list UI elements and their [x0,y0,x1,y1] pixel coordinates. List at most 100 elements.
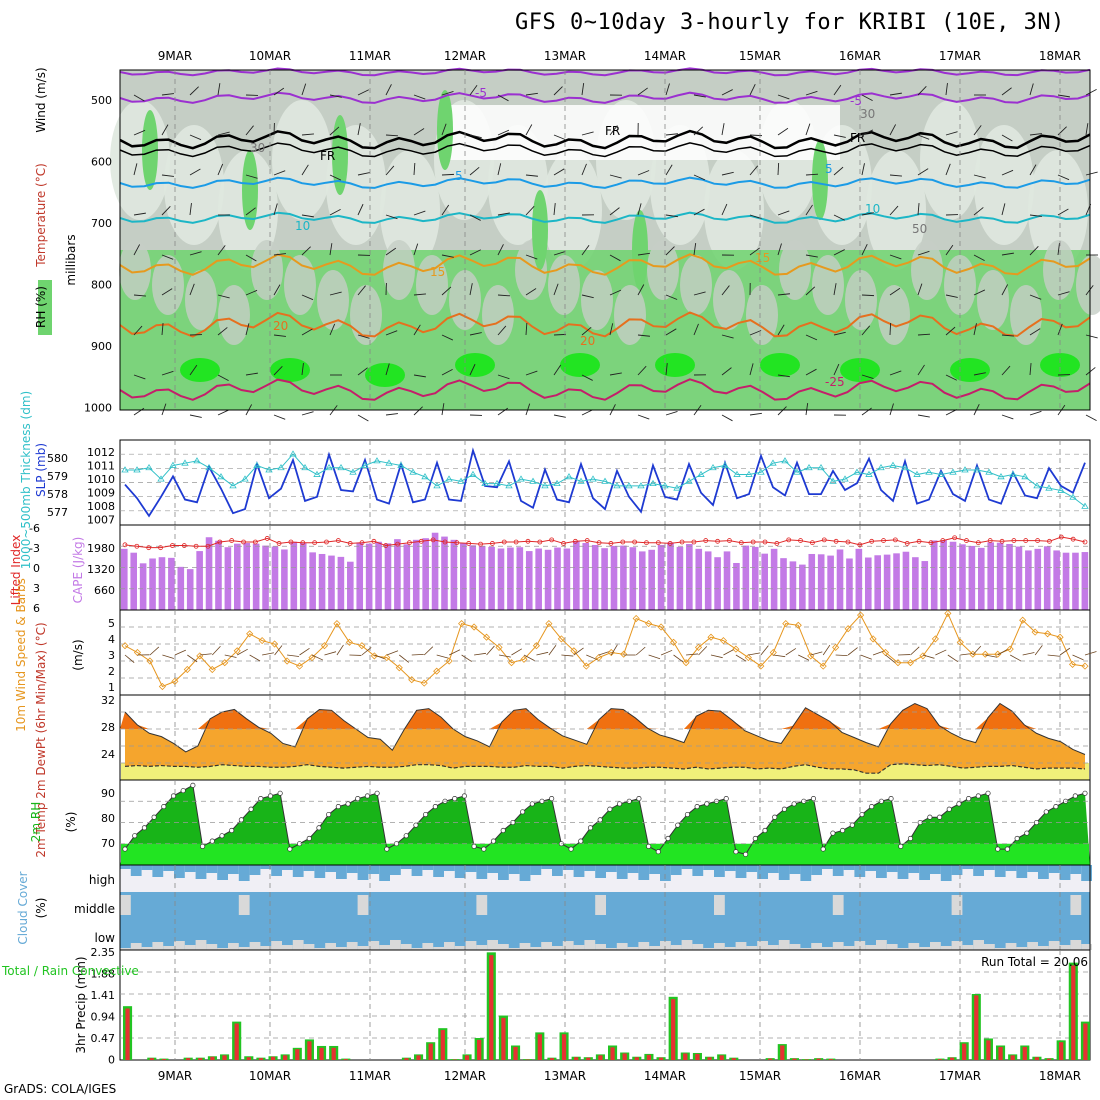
wind10-barb [374,654,386,660]
wind-barb [609,254,621,262]
wind-barb [189,134,202,141]
rh-dry-area [440,105,840,160]
wind-barb [833,283,837,296]
rh2m-point [723,796,729,802]
pressure-tick: 900 [91,340,112,353]
thickness-point [433,482,441,489]
lifted-index-tick: 3 [33,582,40,595]
cloud-high-bar [940,865,952,881]
rh2m-point [849,822,855,828]
cape-bar [610,545,618,610]
cloud-low-gap [584,940,596,950]
cape-bar [544,549,552,610]
wind-barb [889,124,897,136]
wind-label: Wind (m/s) [34,67,48,132]
date-label-top: 11MAR [349,49,391,63]
rh2m-point [520,809,526,815]
cape-bar [139,563,147,610]
wind10-barb [174,649,186,656]
wind-barb [161,370,174,376]
thickness-point [841,475,849,482]
wind-barb [945,131,958,136]
rh2m-point [209,838,215,844]
thickness-point [193,457,201,464]
wind10-barb [922,654,935,659]
thickness-point [721,461,729,468]
wind10-barb [673,654,684,663]
rh2m-point [995,846,1001,852]
thickness-point [949,468,957,475]
wind10-barb [411,653,424,656]
wind-barb [749,363,754,376]
cape-bar [347,561,354,610]
lifted-index-point [644,540,649,546]
wind10-point [445,657,453,665]
wind10-point [819,662,827,670]
wind-barb [609,289,622,296]
thickness-point [781,457,789,464]
lifted-index-point [395,541,400,547]
rh2m-point [684,811,690,818]
thickness-point [229,482,237,489]
wind-barb [1057,243,1060,256]
cloud-high-bar [260,865,272,869]
cloud-high-bar [649,865,660,874]
wind-barb [385,330,398,336]
wind-barb [301,133,314,136]
lifted-index-point [490,541,495,546]
precip-convective-bar [658,1057,664,1060]
wind-barb [469,363,476,376]
thickness-point [169,461,177,468]
wind10-point [595,654,603,662]
wind-barb [441,334,454,341]
wind-barb [917,134,930,140]
cape-bar [186,569,194,610]
date-label-bottom: 18MAR [1039,1069,1081,1083]
cloud-low-gap [789,944,801,950]
wind-barb [413,128,425,136]
thickness-point [457,477,465,484]
wind-barb [1057,126,1067,136]
cape-bar [582,543,590,610]
cape-bar [733,562,740,610]
wind-barb [833,214,845,221]
lifted-index-label: Lifted Index [9,535,23,606]
wind-barb [1085,123,1089,136]
rh2m-point [355,796,361,802]
cloud-high-bar [174,865,185,878]
cape-bar [234,543,241,610]
wind10-point [470,623,478,631]
wind-barb [329,323,336,336]
cape-bar [789,561,797,610]
wind10-barb [187,654,198,663]
cloud-low-gap [832,942,844,950]
wind10-tick: 3 [108,649,115,662]
thickness-point [973,466,981,473]
rh2m-point [529,801,535,807]
cloud-low-gap [714,943,725,950]
cape-bar [704,551,712,610]
cape-bar [1072,552,1079,610]
wind10-barb [910,646,920,656]
wind10-barb [199,653,212,656]
wind-barb [525,92,538,96]
rh-saturated-patch [365,363,405,387]
rh2m-point [170,793,177,799]
lifted-index-tick: 6 [33,602,40,615]
wind-barb [301,294,314,301]
wind-barb [917,250,930,256]
rh-gap [1043,240,1075,300]
cloud-low-gap [670,945,682,950]
wind10-point [707,633,715,641]
cloud-low-gap [400,944,412,950]
rh2m-point [907,835,914,841]
wind10-point [557,635,565,643]
precip-convective-bar [246,1057,251,1060]
cloud-low-gap [552,946,563,950]
wind10-line [124,612,1086,688]
lifted-index-point [975,540,981,546]
date-label-bottom: 16MAR [839,1069,881,1083]
wind-barb [833,166,844,176]
wind-barb [917,283,923,296]
